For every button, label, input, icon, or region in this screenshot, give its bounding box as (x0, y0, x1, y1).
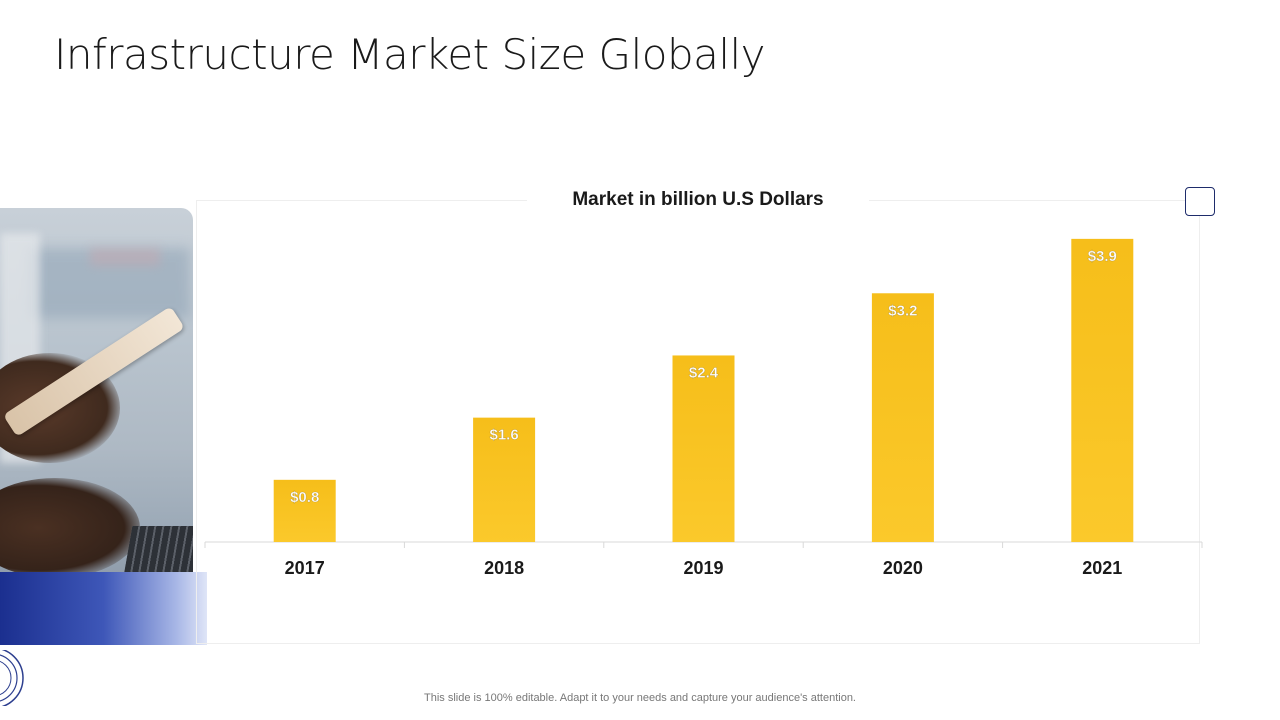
hands-with-phone-photo (0, 208, 193, 645)
x-tick-label-2018: 2018 (484, 558, 524, 578)
chart-title: Market in billion U.S Dollars (527, 186, 869, 214)
data-label-2020: $3.2 (888, 302, 917, 319)
data-label-2021: $3.9 (1088, 248, 1117, 265)
concentric-circles-decoration (0, 650, 24, 706)
x-tick-label-2019: 2019 (683, 558, 723, 578)
data-label-2019: $2.4 (689, 364, 719, 381)
bar-2019 (672, 355, 735, 542)
bar-2020 (871, 293, 934, 542)
x-tick-label-2020: 2020 (883, 558, 923, 578)
bar-2021 (1071, 238, 1134, 542)
bar-2018 (473, 417, 536, 542)
footnote: This slide is 100% editable. Adapt it to… (424, 692, 856, 704)
x-tick-label-2021: 2021 (1082, 558, 1122, 578)
bar-2017 (273, 479, 336, 542)
blue-accent-strip (0, 572, 207, 645)
slide-title: Infrastructure Market Size Globally (54, 30, 766, 79)
data-label-2017: $0.8 (290, 489, 319, 506)
corner-square-icon (1185, 187, 1215, 216)
x-tick-label-2017: 2017 (285, 558, 325, 578)
data-label-2018: $1.6 (489, 427, 518, 444)
